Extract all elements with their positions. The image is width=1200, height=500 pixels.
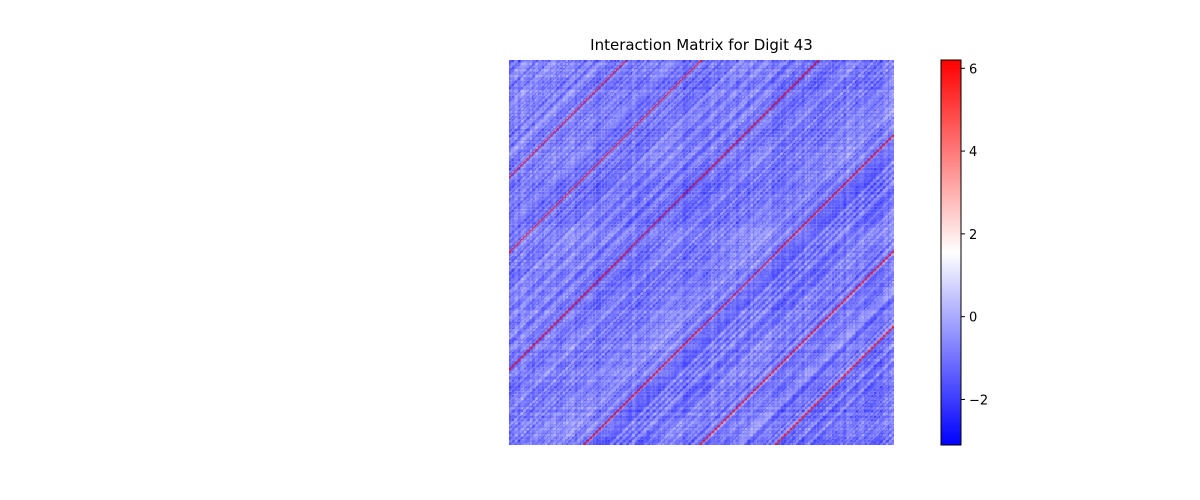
- heatmap: [509, 60, 894, 445]
- colorbar-ticks: −2 0 2 4 6: [961, 62, 988, 408]
- colorbar-tick-label: 2: [969, 228, 977, 243]
- colorbar-tick-label: 0: [969, 311, 977, 326]
- colorbar-tick-label: 6: [969, 62, 977, 77]
- colorbar-tick-label: −2: [969, 393, 988, 408]
- chart-title: Interaction Matrix for Digit 43: [590, 36, 813, 54]
- colorbar-gradient: [940, 59, 962, 446]
- colorbar-tick-label: 4: [969, 145, 977, 160]
- colorbar: −2 0 2 4 6: [940, 59, 988, 446]
